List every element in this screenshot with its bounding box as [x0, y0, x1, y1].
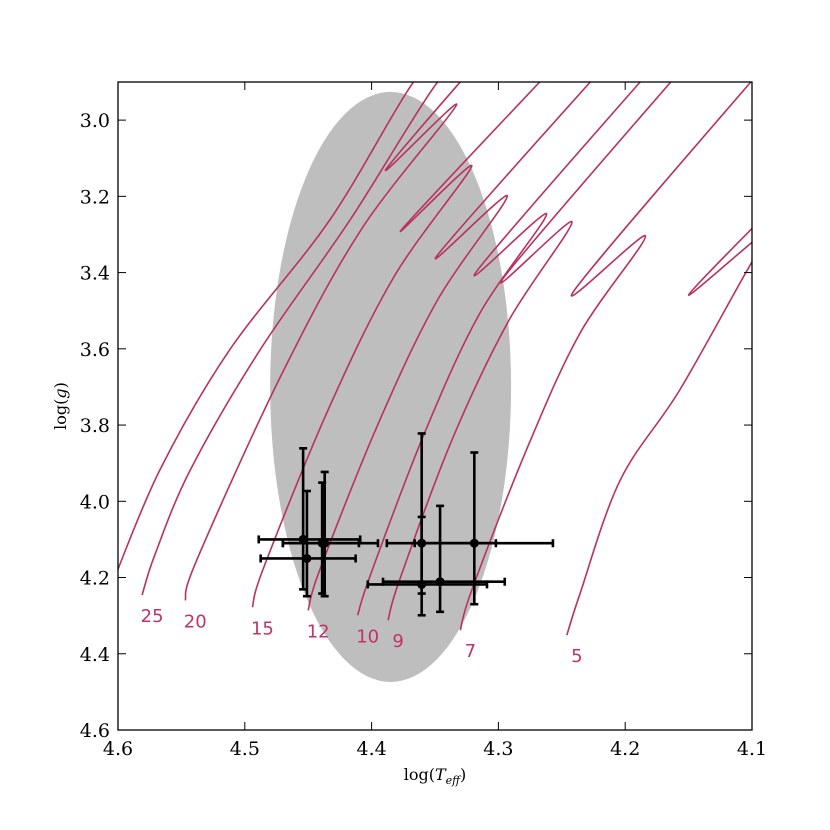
track-label-20: 20: [184, 611, 207, 632]
y-tick-label: 4.0: [80, 491, 110, 513]
y-tick-label: 3.2: [80, 186, 110, 208]
track-label-9: 9: [392, 631, 403, 652]
track-unlabeled: [118, 82, 415, 572]
y-tick-label: 3.0: [80, 110, 110, 132]
y-tick-label: 3.4: [80, 263, 110, 285]
tracks-layer: [118, 82, 752, 636]
points-layer: [257, 432, 555, 617]
track-labels-layer: 25 20 15 12 10 9 7 5: [141, 606, 583, 667]
y-tick-label: 4.4: [80, 644, 110, 666]
plot-frame: [117, 81, 753, 731]
data-point: [281, 481, 361, 595]
data-marker: [317, 538, 327, 548]
y-tick-label: 3.8: [80, 415, 110, 437]
track-7: [459, 82, 752, 631]
track-9: [387, 82, 672, 621]
x-axis-label: log(Teff): [404, 765, 466, 787]
x-tick-label: 4.3: [483, 738, 513, 760]
x-tick-label: 4.2: [610, 738, 640, 760]
data-marker: [435, 577, 445, 587]
track-label-10: 10: [356, 626, 379, 647]
track-label-12: 12: [307, 621, 330, 642]
data-point: [259, 489, 357, 598]
x-tick-label: 4.4: [356, 738, 386, 760]
x-tick-label: 4.1: [737, 738, 767, 760]
ticks-layer: 4.6 4.5 4.4 4.3 4.2 4.1 3.0 3.2 3.4 3.6 3.8 4.0 4.2 4…: [80, 82, 767, 760]
data-marker: [298, 534, 308, 544]
data-marker: [302, 553, 312, 563]
track-25: [141, 82, 439, 596]
track-label-25: 25: [141, 606, 164, 627]
track-label-15: 15: [251, 618, 274, 639]
y-tick-label: 3.6: [80, 339, 110, 361]
data-marker: [469, 538, 479, 548]
track-label-7: 7: [465, 641, 476, 662]
track-20: [184, 82, 462, 601]
x-tick-label: 4.5: [230, 738, 260, 760]
x-tick-label: 4.6: [103, 738, 133, 760]
track-5: [566, 227, 752, 636]
track-label-5: 5: [571, 646, 582, 667]
y-axis-label: log(g): [51, 382, 70, 430]
y-tick-label: 4.6: [80, 720, 110, 742]
data-point: [413, 451, 555, 606]
y-tick-label: 4.2: [80, 568, 110, 590]
track-12: [307, 82, 592, 611]
data-point: [381, 504, 507, 614]
track-15: [251, 82, 541, 608]
